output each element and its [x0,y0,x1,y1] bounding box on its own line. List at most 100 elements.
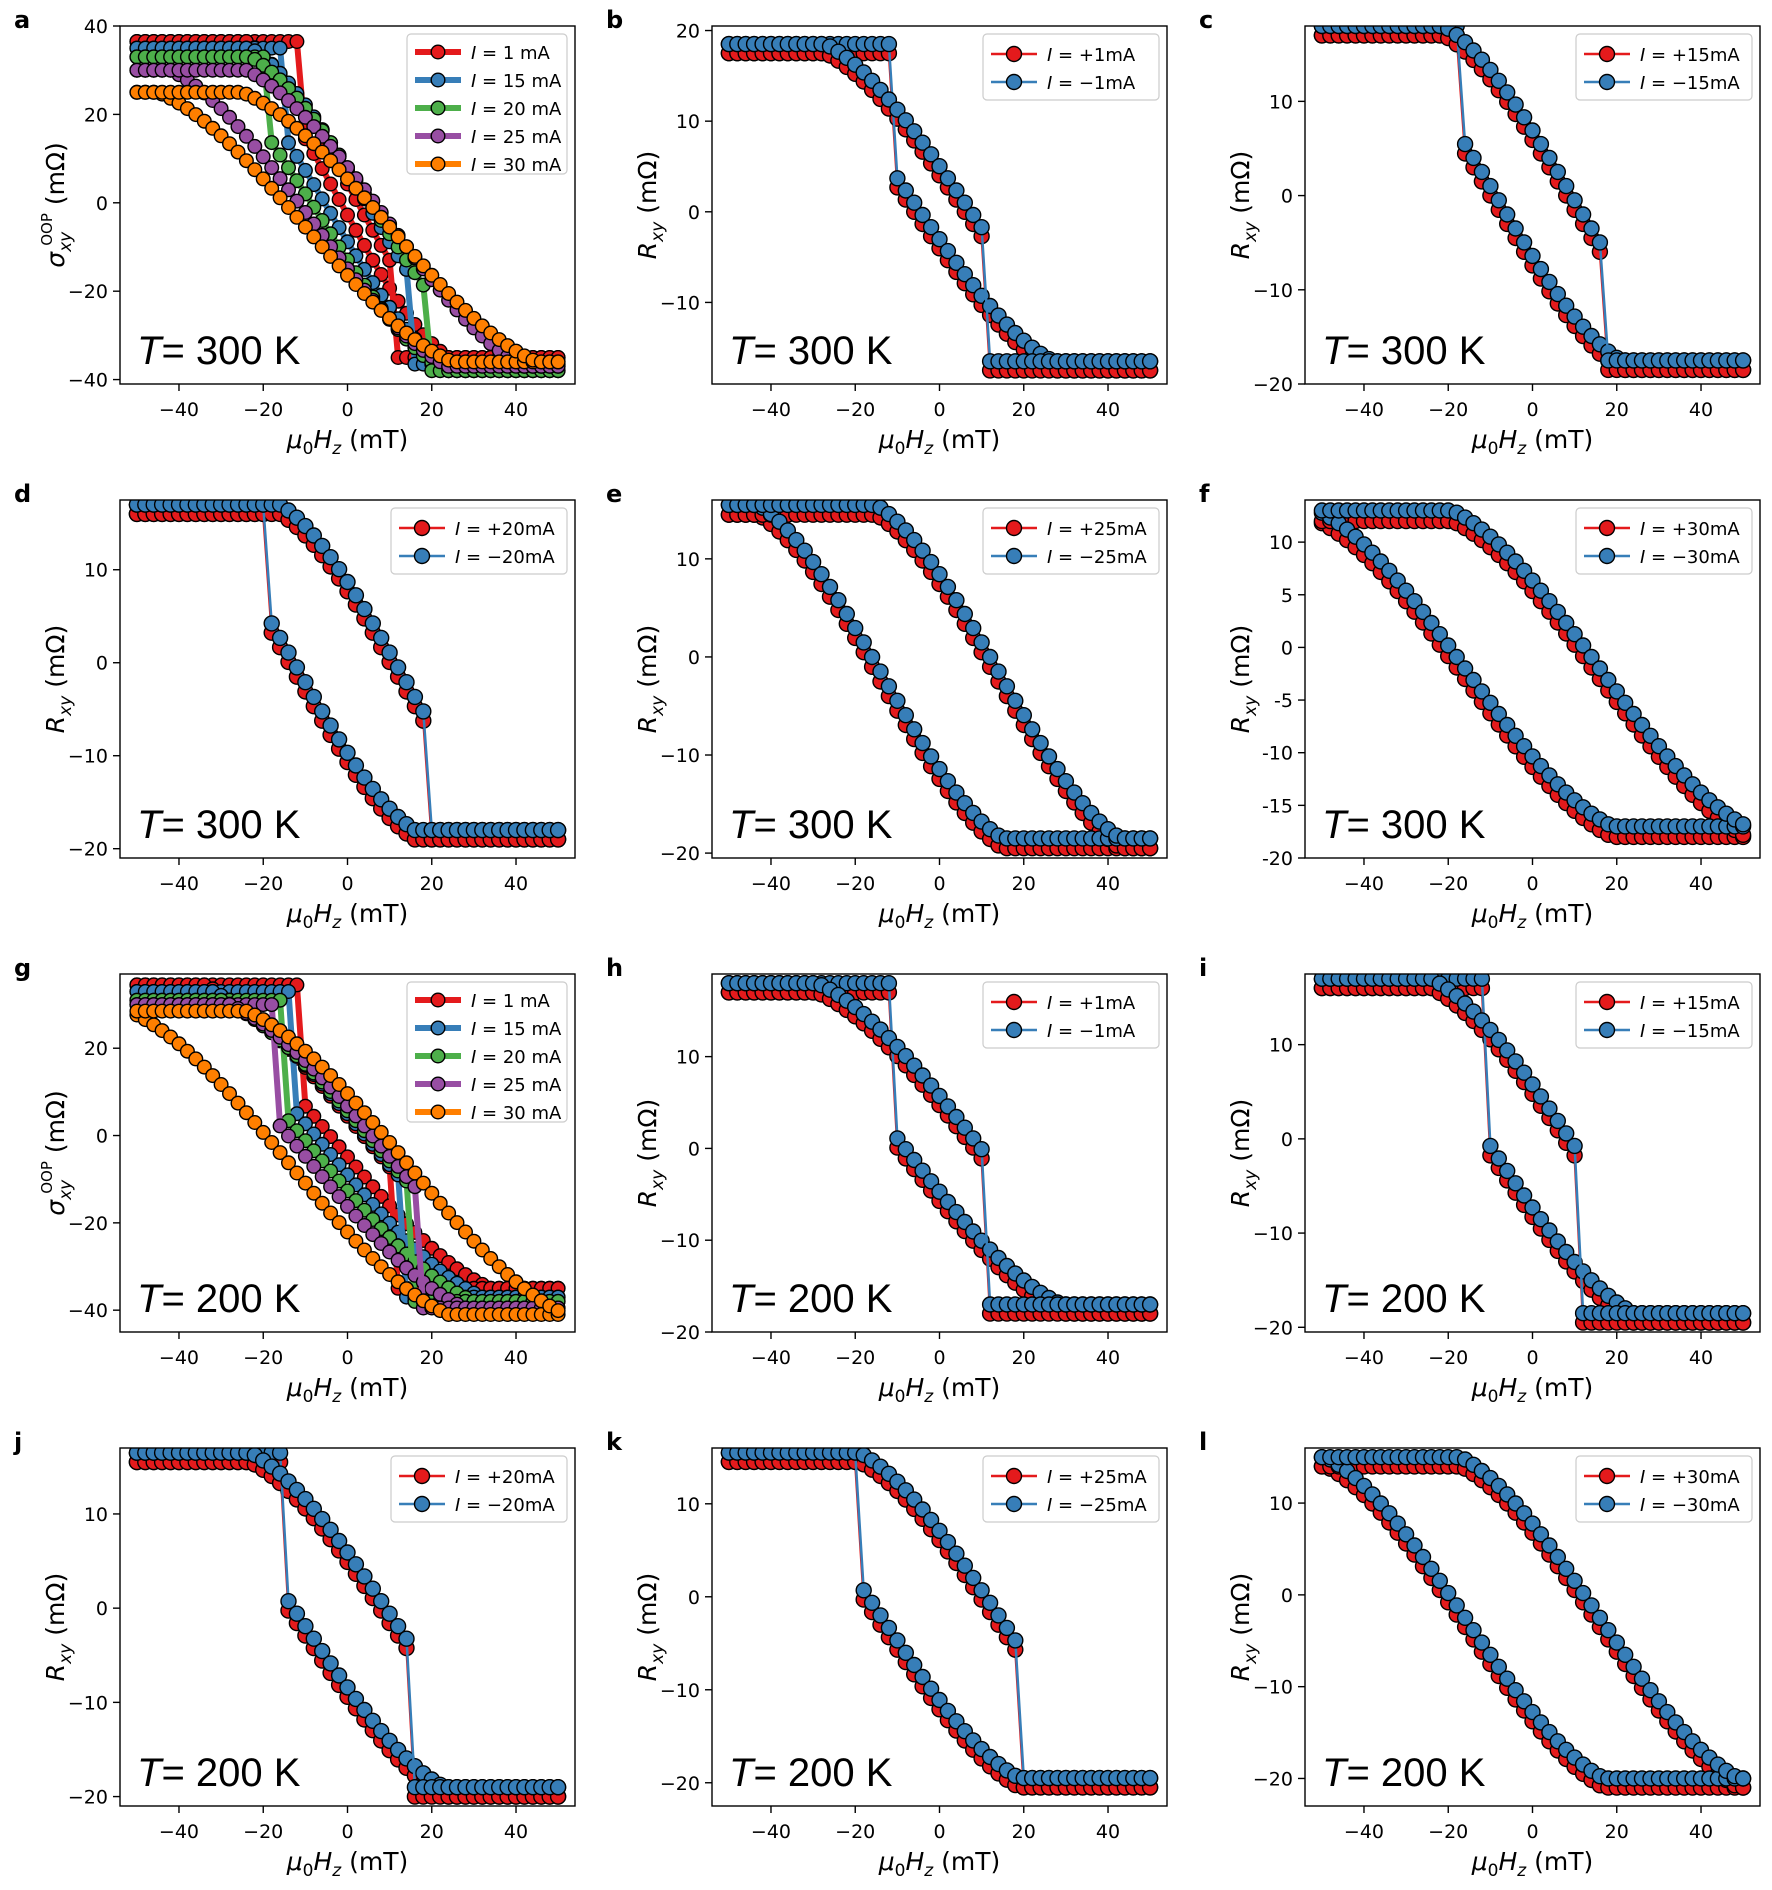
legend-box [390,507,568,575]
data-point [297,1175,313,1191]
legend-marker [430,992,446,1008]
data-point [264,135,280,151]
data-point [939,170,957,187]
legend: I = +30mA I = −30mA [1575,1455,1753,1523]
x-tick-label: 20 [1012,1821,1036,1843]
data-point [1482,61,1499,79]
legend-marker [1005,45,1023,63]
data-point [922,553,940,571]
data-point [939,1533,957,1551]
data-point [1616,1646,1634,1664]
y-axis-label: Rxy (mΩ) [41,1573,76,1681]
data-point [981,648,999,666]
x-tick-label: −20 [835,1347,875,1369]
series-orange [129,1003,566,1322]
legend-marker [413,547,431,565]
data-point [272,1118,288,1134]
data-point [1591,234,1609,251]
plot-area [1313,1448,1752,1796]
data-point [821,578,839,596]
legend-marker [1598,1021,1616,1039]
legend-marker [430,1076,446,1092]
data-point [1566,1137,1583,1155]
data-point [356,1217,372,1233]
data-point [373,209,389,225]
data-point [356,600,373,618]
data-point [939,578,957,596]
data-point [1541,593,1558,610]
legend-marker [430,44,446,60]
data-point [415,703,432,720]
data-point [424,1185,440,1201]
x-tick-label: −40 [751,399,791,421]
legend-marker [1598,1495,1616,1513]
data-point [1482,694,1499,711]
data-point [272,40,288,56]
data-point [906,1656,923,1674]
data-point [364,615,381,632]
data-point [956,1119,973,1136]
data-point [323,248,339,264]
legend-label: I = +20mA [455,519,555,540]
plot-area [128,1448,567,1805]
data-point [1141,353,1159,370]
data-point [1498,1162,1516,1180]
x-tick-label: −40 [1344,1821,1384,1843]
data-point [1040,748,1058,765]
data-point [872,1607,889,1624]
data-point [1473,1634,1491,1651]
legend-label: I = 20 mA [471,1047,562,1068]
data-point [1507,1175,1524,1192]
data-point [914,134,931,151]
series-orange [129,84,566,370]
data-point [322,1655,339,1672]
data-point [1473,683,1491,700]
x-tick-label: 0 [341,1821,353,1843]
data-point [406,688,424,706]
data-point [1007,1632,1024,1649]
data-point [432,1195,448,1211]
legend-box [390,1455,568,1523]
temperature-label: T= 300 K [1322,803,1486,847]
y-axis-label: σxyOOP (mΩ) [38,142,76,268]
data-point [1057,773,1075,790]
x-tick-label: 0 [1526,1821,1538,1843]
data-point [1532,1088,1550,1105]
data-point [322,549,339,566]
data-point [1490,1150,1508,1167]
data-point [398,1630,415,1647]
y-tick-label: −10 [68,746,108,768]
x-tick-label: 20 [1012,873,1036,895]
data-point [914,206,931,224]
data-point [855,1582,872,1599]
x-tick-label: 0 [1526,399,1538,421]
data-point [280,644,297,661]
legend-label: I = +20mA [455,1467,555,1488]
legend-label: I = 15 mA [471,1019,562,1040]
y-tick-label: −20 [1253,1317,1293,1339]
data-point [973,634,990,651]
data-point [1532,582,1550,599]
legend-label: I = −15mA [1640,1021,1740,1042]
data-point [356,769,373,786]
panel-letter: a [14,6,30,34]
y-tick-label: -15 [1262,795,1293,817]
data-point [1490,705,1508,723]
data-point [1650,1693,1668,1710]
y-tick-label: 0 [1281,1129,1293,1151]
legend-label: I = −30mA [1640,547,1740,568]
panel-letter: k [606,1428,623,1456]
data-point [880,975,898,992]
y-axis-label: σxyOOP (mΩ) [38,1090,76,1216]
data-point [847,619,864,637]
legend-marker [1005,547,1023,565]
data-point [306,1185,322,1201]
y-tick-label: 10 [84,560,108,582]
panel-letter: j [13,1428,22,1456]
data-point [339,1679,356,1696]
temperature-label: T= 300 K [137,803,301,847]
data-point [331,1076,347,1092]
x-tick-label: −20 [243,399,283,421]
data-point [1482,1137,1499,1155]
